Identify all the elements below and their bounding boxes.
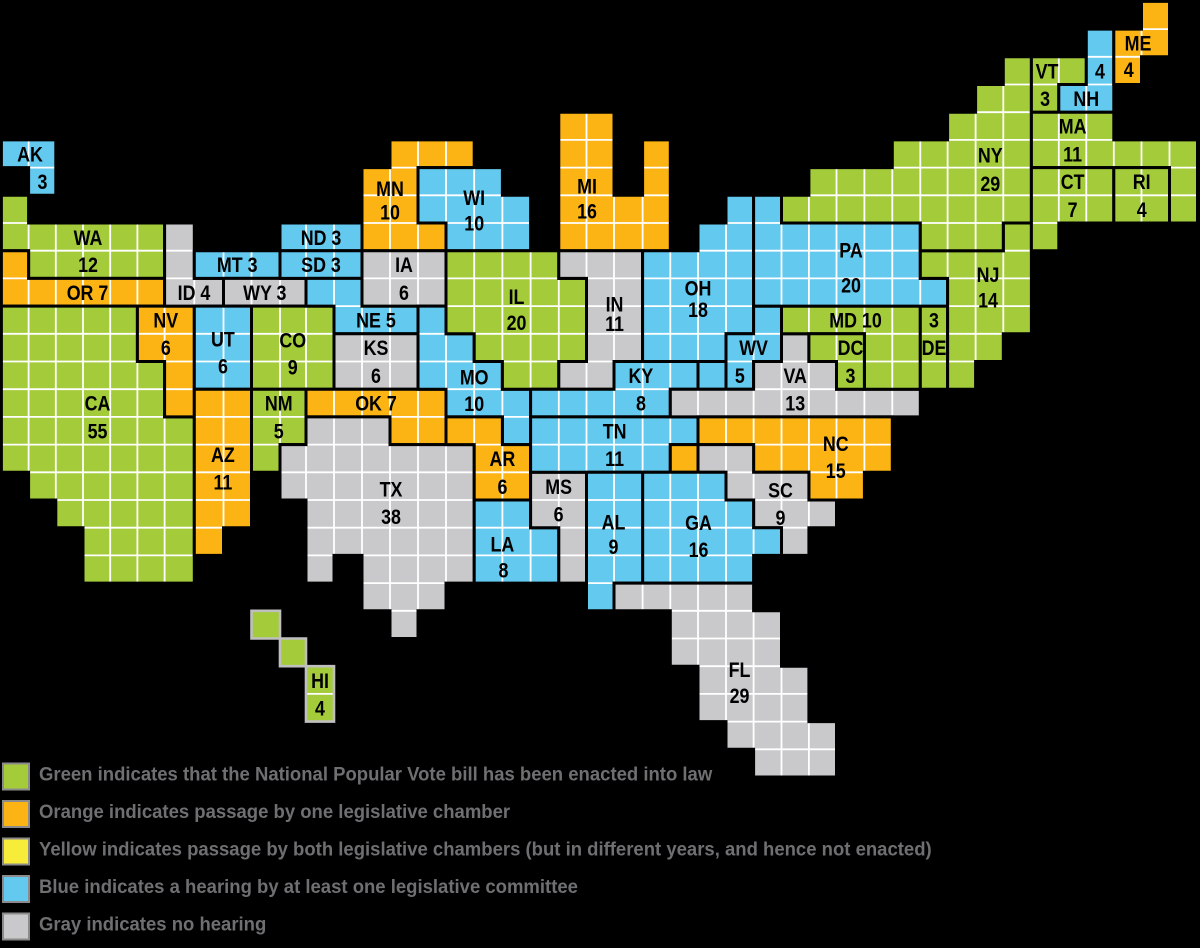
svg-text:OR 7: OR 7 [67, 281, 109, 305]
svg-text:KY: KY [629, 365, 654, 389]
svg-text:VA: VA [783, 365, 806, 389]
svg-text:Blue indicates a hearing by at: Blue indicates a hearing by at least one… [39, 876, 578, 898]
svg-text:3: 3 [929, 309, 939, 333]
svg-text:10: 10 [464, 212, 484, 236]
svg-text:MD 10: MD 10 [829, 309, 882, 333]
svg-text:Gray indicates no hearing: Gray indicates no hearing [39, 914, 266, 936]
svg-text:SD 3: SD 3 [301, 254, 341, 278]
svg-text:KS: KS [364, 337, 389, 361]
svg-text:Orange indicates passage by on: Orange indicates passage by one legislat… [39, 801, 511, 823]
svg-text:MS: MS [545, 475, 572, 499]
svg-text:AK: AK [17, 143, 43, 167]
svg-text:9: 9 [776, 507, 786, 531]
svg-text:NJ: NJ [977, 263, 1000, 287]
svg-text:IL: IL [509, 286, 525, 310]
svg-text:NV: NV [153, 309, 178, 333]
svg-text:4: 4 [1124, 59, 1134, 83]
svg-text:9: 9 [288, 356, 298, 380]
svg-text:4: 4 [315, 697, 325, 721]
svg-text:6: 6 [497, 475, 507, 499]
svg-text:DC: DC [838, 337, 864, 361]
svg-text:UT: UT [211, 328, 235, 352]
svg-text:CA: CA [85, 392, 111, 416]
svg-text:NE 5: NE 5 [356, 309, 396, 333]
svg-text:DE: DE [922, 337, 947, 361]
svg-text:3: 3 [1040, 88, 1050, 112]
svg-text:SC: SC [768, 479, 793, 503]
svg-text:NH: NH [1073, 88, 1099, 112]
svg-text:NC: NC [823, 433, 849, 457]
svg-text:WV: WV [739, 337, 768, 361]
svg-text:4: 4 [1137, 198, 1147, 222]
svg-text:5: 5 [735, 365, 745, 389]
svg-text:AL: AL [602, 511, 626, 535]
svg-text:AR: AR [490, 448, 516, 472]
svg-text:6: 6 [371, 365, 381, 389]
svg-text:MN: MN [376, 178, 404, 202]
svg-text:MA: MA [1059, 115, 1087, 139]
svg-text:20: 20 [841, 274, 861, 298]
svg-text:14: 14 [978, 289, 998, 313]
svg-text:TX: TX [380, 478, 403, 502]
svg-text:16: 16 [689, 539, 709, 563]
svg-text:55: 55 [88, 420, 108, 444]
svg-text:6: 6 [399, 281, 409, 305]
svg-text:29: 29 [730, 685, 750, 709]
svg-text:20: 20 [507, 312, 527, 336]
svg-text:AZ: AZ [211, 444, 235, 468]
svg-text:WI: WI [463, 187, 485, 211]
svg-text:7: 7 [1068, 198, 1078, 222]
svg-text:RI: RI [1133, 171, 1151, 195]
svg-text:TN: TN [603, 420, 627, 444]
svg-text:CO: CO [279, 329, 306, 353]
svg-text:8: 8 [636, 392, 646, 416]
svg-text:OH: OH [685, 277, 712, 301]
svg-text:13: 13 [785, 392, 805, 416]
svg-text:IA: IA [395, 254, 413, 278]
svg-text:IN: IN [606, 293, 624, 317]
svg-text:38: 38 [381, 506, 401, 530]
svg-text:12: 12 [78, 254, 98, 278]
svg-text:29: 29 [980, 173, 1000, 197]
svg-text:NM: NM [265, 392, 293, 416]
svg-text:16: 16 [577, 200, 597, 224]
svg-text:5: 5 [274, 420, 284, 444]
svg-text:ME: ME [1125, 32, 1152, 56]
svg-text:ID 4: ID 4 [178, 281, 211, 305]
svg-text:11: 11 [1063, 143, 1082, 167]
svg-text:10: 10 [464, 393, 484, 417]
svg-text:11: 11 [605, 313, 624, 337]
svg-text:ND 3: ND 3 [301, 226, 342, 250]
svg-text:LA: LA [491, 533, 515, 557]
svg-text:3: 3 [38, 171, 48, 195]
svg-text:15: 15 [826, 460, 846, 484]
svg-text:6: 6 [554, 503, 564, 527]
svg-text:WY 3: WY 3 [243, 281, 286, 305]
svg-text:OK 7: OK 7 [355, 392, 397, 416]
svg-text:Green indicates that the Natio: Green indicates that the National Popula… [39, 764, 712, 786]
svg-text:6: 6 [218, 355, 228, 379]
svg-text:MI: MI [577, 175, 597, 199]
svg-text:HI: HI [311, 670, 329, 694]
svg-text:CT: CT [1061, 171, 1085, 195]
svg-text:FL: FL [729, 659, 751, 683]
svg-text:Yellow indicates passage by bo: Yellow indicates passage by both legisla… [39, 839, 932, 861]
svg-text:11: 11 [213, 471, 232, 495]
svg-text:6: 6 [161, 337, 171, 361]
svg-text:3: 3 [846, 365, 856, 389]
svg-text:WA: WA [74, 226, 103, 250]
svg-text:10: 10 [380, 201, 400, 225]
svg-text:PA: PA [839, 239, 862, 263]
svg-text:MT 3: MT 3 [217, 254, 258, 278]
svg-text:GA: GA [685, 512, 712, 536]
svg-text:18: 18 [688, 299, 708, 323]
svg-text:NY: NY [978, 144, 1003, 168]
svg-text:8: 8 [499, 559, 509, 583]
svg-text:4: 4 [1095, 60, 1105, 84]
svg-text:MO: MO [460, 366, 489, 390]
svg-text:11: 11 [605, 448, 624, 472]
svg-text:VT: VT [1036, 60, 1059, 84]
svg-text:9: 9 [609, 536, 619, 560]
